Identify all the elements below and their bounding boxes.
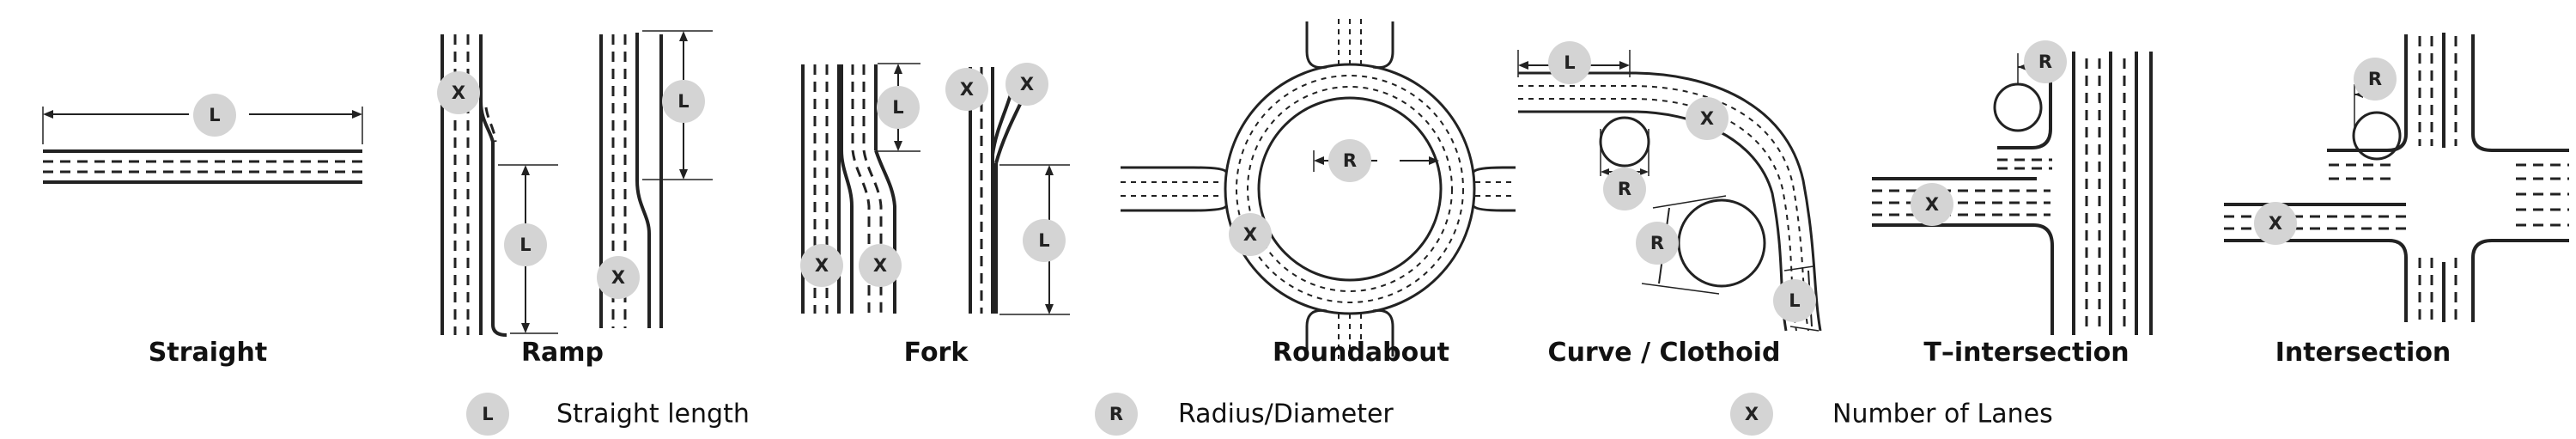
badge-intersection-lanes: X [2254, 202, 2297, 245]
caption-intersection: Intersection [2275, 338, 2451, 368]
svg-text:L: L [209, 105, 220, 125]
badge-fork-lanes-1: X [800, 244, 843, 287]
panel-t-intersection: R X T–intersection [1872, 40, 2153, 368]
badge-ramp-lanes-2: X [597, 256, 640, 299]
badge-roundabout-radius: R [1328, 139, 1371, 182]
caption-straight: Straight [149, 338, 267, 368]
badge-curve-radius-1: R [1603, 168, 1646, 210]
panel-fork: L X X X X L Fork [800, 63, 1070, 368]
panel-straight: L Straight [42, 94, 363, 368]
svg-text:X: X [1700, 108, 1714, 129]
svg-text:L: L [519, 235, 531, 255]
panel-intersection: R X Intersection [2224, 33, 2569, 368]
svg-text:X: X [960, 79, 974, 100]
legend-label-lanes: Number of Lanes [1832, 399, 2053, 430]
legend-key-length: L [466, 393, 509, 436]
svg-text:X: X [452, 82, 465, 103]
badge-straight-length: L [193, 94, 236, 137]
badge-fork-lanes-3: X [945, 68, 988, 111]
badge-fork-lanes-4: X [1005, 63, 1048, 106]
svg-text:R: R [1343, 150, 1357, 171]
badge-roundabout-lanes: X [1229, 213, 1272, 256]
badge-ramp-length-2: L [662, 80, 705, 123]
badge-curve-radius-2: R [1636, 222, 1679, 265]
badge-fork-lanes-2: X [859, 244, 902, 287]
panel-curve: L X R R L Curve / Clothoid [1517, 41, 1822, 368]
badge-curve-length-2: L [1773, 279, 1816, 322]
caption-curve: Curve / Clothoid [1548, 338, 1781, 368]
legend-label-length: Straight length [556, 399, 750, 430]
svg-text:X: X [1745, 404, 1759, 424]
badge-curve-length-1: L [1548, 41, 1591, 84]
caption-roundabout: Roundabout [1273, 338, 1449, 368]
svg-text:X: X [815, 255, 829, 276]
badge-fork-length-1: L [877, 86, 920, 129]
badge-ramp-lanes-1: X [437, 71, 480, 114]
caption-ramp: Ramp [521, 338, 604, 368]
svg-text:X: X [611, 267, 625, 288]
svg-text:L: L [1564, 52, 1575, 73]
svg-text:X: X [2269, 213, 2282, 234]
badge-intersection-radius: R [2354, 58, 2397, 101]
svg-text:X: X [1243, 224, 1257, 245]
panel-ramp: X L L X Ramp [437, 30, 713, 368]
caption-t-intersection: T–intersection [1923, 338, 2129, 368]
badge-curve-lanes: X [1686, 97, 1728, 140]
svg-text:R: R [2368, 69, 2382, 89]
svg-text:R: R [2038, 52, 2052, 72]
badge-t-lanes: X [1911, 183, 1953, 226]
svg-text:L: L [677, 91, 689, 112]
badge-t-radius: R [2024, 40, 2067, 83]
svg-text:L: L [892, 97, 903, 118]
legend-key-radius: R [1095, 393, 1138, 436]
svg-text:L: L [482, 404, 493, 424]
svg-text:X: X [873, 255, 887, 276]
svg-text:X: X [1020, 74, 1034, 95]
legend-label-radius: Radius/Diameter [1178, 399, 1394, 430]
svg-text:R: R [1109, 404, 1123, 424]
caption-fork: Fork [904, 338, 969, 368]
svg-text:L: L [1038, 230, 1049, 251]
svg-text:L: L [1789, 290, 1800, 311]
badge-fork-length-2: L [1023, 219, 1066, 262]
svg-text:X: X [1925, 194, 1939, 215]
legend: L Straight length R Radius/Diameter X Nu… [466, 393, 2053, 436]
svg-text:R: R [1650, 233, 1664, 253]
panel-roundabout: R X Roundabout [1121, 19, 1516, 368]
legend-key-lanes: X [1730, 393, 1773, 436]
svg-text:R: R [1618, 179, 1631, 199]
straight-length-dimension [42, 107, 363, 144]
badge-ramp-length-1: L [504, 223, 547, 266]
